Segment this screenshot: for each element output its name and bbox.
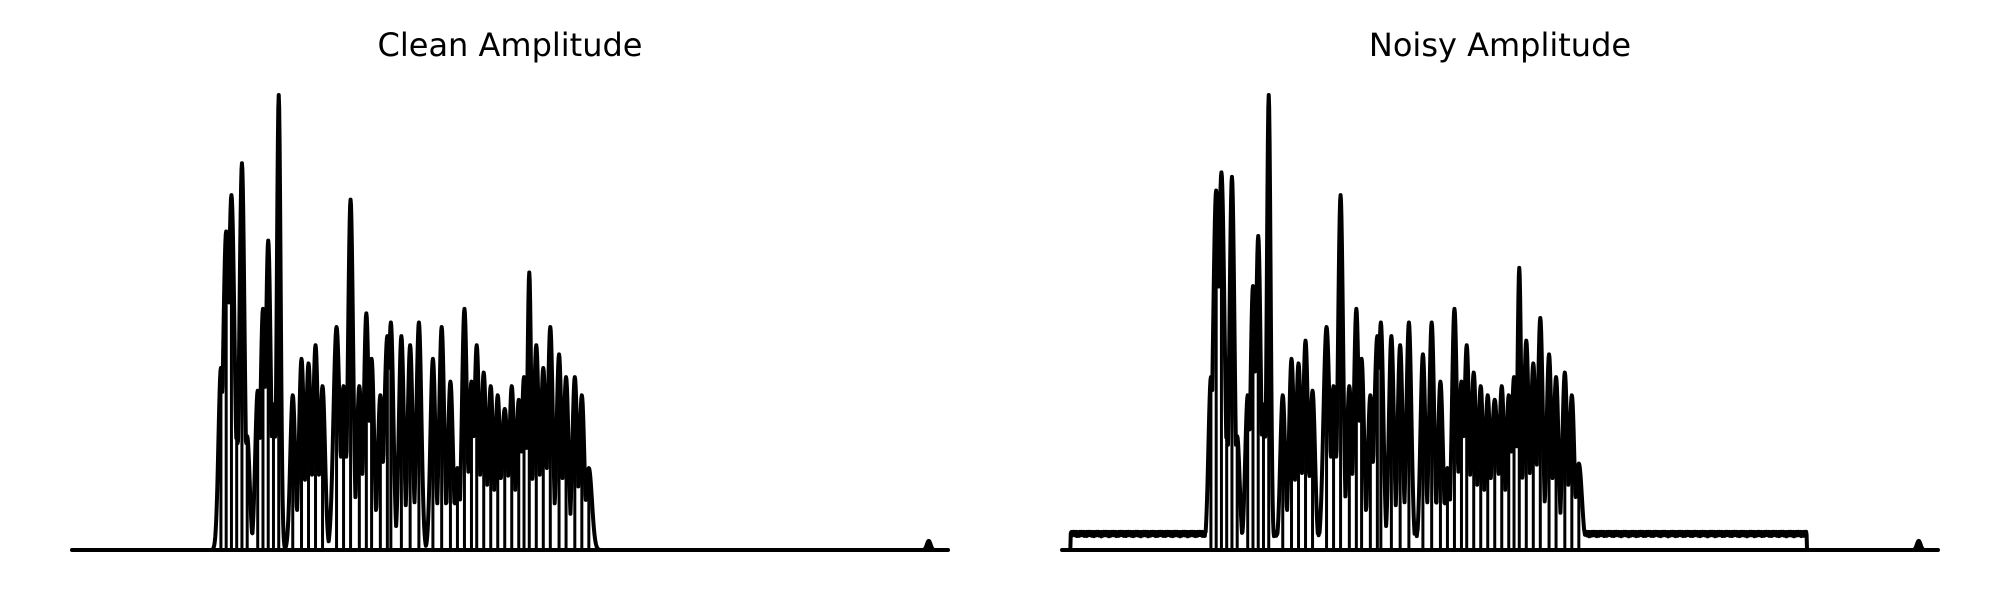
chart-title-noisy-amplitude: Noisy Amplitude: [1368, 26, 1632, 64]
clean-amplitude-line: [70, 93, 950, 552]
clean-amplitude-panel: [70, 93, 950, 552]
noisy-amplitude-panel: [1060, 93, 1940, 552]
noisy-amplitude-line: [1060, 93, 1940, 552]
chart-title-clean-amplitude: Clean Amplitude: [377, 26, 643, 64]
